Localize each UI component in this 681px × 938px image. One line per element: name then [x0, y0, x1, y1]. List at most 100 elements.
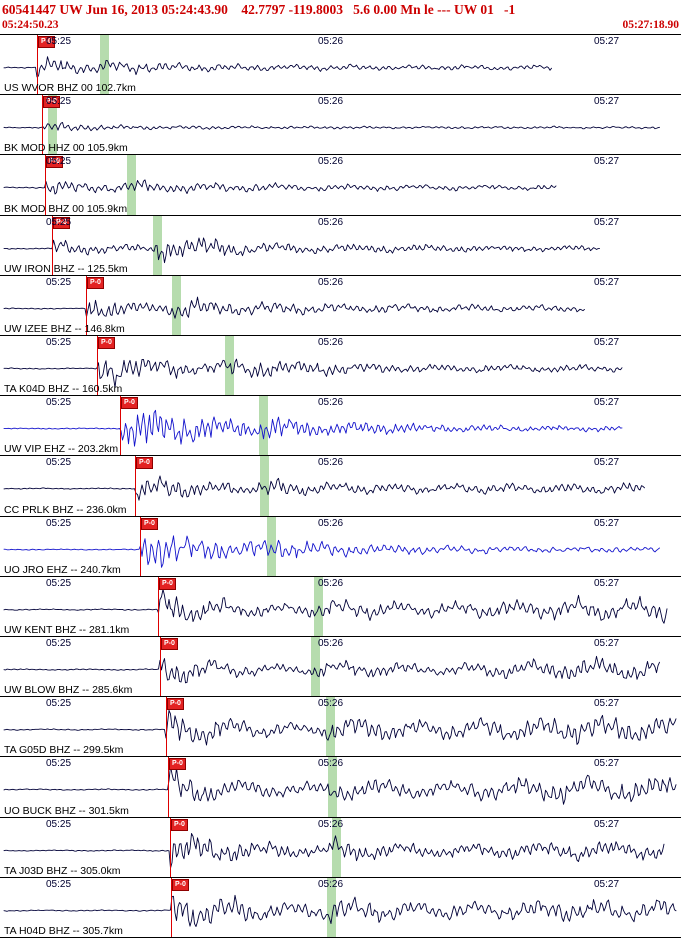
window-start-time: 05:24:50.23 — [2, 19, 59, 31]
minute-label: 05:25 — [46, 276, 72, 288]
p-pick-flag[interactable]: P-0 — [38, 36, 55, 48]
minute-label: 05:25 — [46, 96, 72, 108]
minute-label: 05:25 — [46, 517, 72, 529]
trace-panel[interactable]: P-0 05:25 05:26 05:27 BK MOD HHZ 00 105.… — [0, 94, 681, 155]
p-pick-line[interactable] — [52, 215, 53, 275]
minute-label: 05:27 — [594, 276, 620, 288]
minute-label: 05:26 — [318, 638, 344, 650]
seismogram-trace — [3, 410, 623, 447]
minute-label: 05:27 — [594, 216, 620, 228]
p-pick-line[interactable] — [158, 576, 159, 637]
p-pick-flag[interactable]: P-0 — [171, 818, 188, 831]
seismogram-trace — [3, 237, 600, 263]
minute-label: 05:26 — [318, 276, 344, 288]
p-pick-line[interactable] — [42, 95, 43, 155]
minute-label: 05:27 — [594, 337, 620, 349]
s-arrival-band — [153, 215, 162, 275]
s-arrival-band — [328, 757, 337, 817]
trace-panel[interactable]: P-0 05:25 05:26 05:27 CC PRLK BHZ -- 236… — [0, 455, 681, 516]
trace-panel[interactable]: P-0 05:25 05:26 05:27 UW VIP EHZ -- 203.… — [0, 395, 681, 456]
s-arrival-band — [326, 697, 335, 757]
trace-panel[interactable]: P-0 05:25 05:26 05:27 TA J03D BHZ -- 305… — [0, 816, 681, 877]
p-pick-line[interactable] — [86, 275, 87, 336]
p-pick-line[interactable] — [135, 456, 136, 516]
p-pick-flag[interactable]: P-0 — [159, 577, 176, 590]
p-pick-line[interactable] — [45, 155, 46, 215]
minute-label: 05:25 — [46, 758, 72, 770]
s-arrival-band — [327, 877, 336, 938]
p-pick-line[interactable] — [37, 35, 38, 95]
minute-label: 05:25 — [46, 156, 72, 168]
p-pick-flag[interactable]: P-0 — [121, 397, 138, 410]
event-header: 60541447 UW Jun 16, 2013 05:24:43.90 42.… — [0, 0, 681, 34]
station-label: UW BLOW BHZ -- 285.6km — [4, 684, 133, 697]
trace-panel[interactable]: P-0 05:25 05:26 05:27 US WVOR BHZ 00 102… — [0, 34, 681, 95]
p-pick-flag[interactable]: P-0 — [141, 517, 158, 530]
station-label: UW KENT BHZ -- 281.1km — [4, 624, 130, 637]
p-pick-line[interactable] — [97, 336, 98, 396]
p-pick-line[interactable] — [170, 817, 171, 877]
trace-panel[interactable]: P-0 05:25 05:26 05:27 UW BLOW BHZ -- 285… — [0, 636, 681, 697]
p-pick-flag[interactable]: P-0 — [136, 457, 153, 470]
minute-label: 05:25 — [46, 698, 72, 710]
station-label: BK MOD HHZ 00 105.9km — [4, 142, 128, 155]
p-pick-flag[interactable]: P-0 — [98, 337, 115, 350]
minute-label: 05:26 — [318, 698, 344, 710]
minute-label: 05:25 — [46, 337, 72, 349]
trace-panel[interactable]: P-0 05:25 05:26 05:27 UW IRON BHZ -- 125… — [0, 214, 681, 275]
station-label: TA K04D BHZ -- 160.5km — [4, 383, 123, 396]
minute-label: 05:25 — [46, 577, 72, 589]
station-label: UW IZEE BHZ -- 146.8km — [4, 323, 125, 336]
trace-panel[interactable]: P-0 05:25 05:26 05:27 TA G05D BHZ -- 299… — [0, 696, 681, 757]
minute-label: 05:26 — [318, 577, 344, 589]
p-pick-line[interactable] — [120, 396, 121, 456]
p-pick-flag[interactable]: P-0 — [53, 216, 70, 229]
trace-panel[interactable]: P-0 05:25 05:26 05:27 UO JRO EHZ -- 240.… — [0, 515, 681, 576]
minute-label: 05:26 — [318, 517, 344, 529]
p-pick-flag[interactable]: P-0 — [172, 878, 189, 891]
p-pick-line[interactable] — [168, 757, 169, 817]
trace-panel[interactable]: P-0 05:25 05:26 05:27 TA H04D BHZ -- 305… — [0, 876, 681, 938]
p-pick-flag[interactable]: P-0 — [46, 156, 63, 169]
p-pick-flag[interactable]: P-0 — [87, 276, 104, 289]
minute-label: 05:25 — [46, 638, 72, 650]
s-arrival-band — [172, 275, 181, 336]
p-pick-line[interactable] — [171, 877, 172, 938]
station-label: TA J03D BHZ -- 305.0km — [4, 864, 121, 877]
p-pick-line[interactable] — [160, 637, 161, 697]
trace-panel[interactable]: P-0 05:25 05:26 05:27 TA K04D BHZ -- 160… — [0, 335, 681, 396]
s-arrival-band — [259, 396, 268, 456]
seismogram-trace — [3, 832, 665, 869]
trace-panel[interactable]: P-0 05:25 05:26 05:27 UW IZEE BHZ -- 146… — [0, 274, 681, 336]
p-pick-flag[interactable]: P-0 — [167, 698, 184, 711]
minute-label: 05:26 — [318, 337, 344, 349]
station-label: UO BUCK BHZ -- 301.5km — [4, 804, 129, 817]
minute-label: 05:27 — [594, 96, 620, 108]
trace-panel[interactable]: P-0 05:25 05:26 05:27 UO BUCK BHZ -- 301… — [0, 756, 681, 817]
seismogram-trace — [3, 179, 557, 195]
p-pick-flag[interactable]: P-0 — [43, 96, 60, 109]
minute-label: 05:27 — [594, 818, 620, 830]
station-label: UW VIP EHZ -- 203.2km — [4, 443, 119, 456]
seismogram-trace — [3, 535, 660, 568]
minute-label: 05:27 — [594, 878, 620, 890]
minute-label: 05:25 — [46, 216, 72, 228]
minute-label: 05:26 — [318, 216, 344, 228]
seismogram-trace — [3, 296, 585, 319]
station-label: UW IRON BHZ -- 125.5km — [4, 262, 128, 275]
p-pick-line[interactable] — [166, 697, 167, 757]
seismogram-trace — [3, 122, 660, 132]
time-window: 05:24:50.23 05:27:18.90 — [0, 18, 681, 34]
p-pick-flag[interactable]: P-0 — [169, 758, 186, 771]
p-pick-line[interactable] — [140, 516, 141, 576]
p-pick-flag[interactable]: P-0 — [161, 638, 178, 651]
trace-panel[interactable]: P-0 05:25 05:26 05:27 UW KENT BHZ -- 281… — [0, 575, 681, 637]
minute-label: 05:26 — [318, 878, 344, 890]
minute-label: 05:27 — [594, 758, 620, 770]
minute-label: 05:27 — [594, 638, 620, 650]
minute-label: 05:27 — [594, 577, 620, 589]
event-summary: 60541447 UW Jun 16, 2013 05:24:43.90 42.… — [2, 2, 516, 17]
station-label: BK MOD BHZ 00 105.9km — [4, 202, 128, 215]
trace-panel[interactable]: P-0 05:25 05:26 05:27 BK MOD BHZ 00 105.… — [0, 154, 681, 215]
